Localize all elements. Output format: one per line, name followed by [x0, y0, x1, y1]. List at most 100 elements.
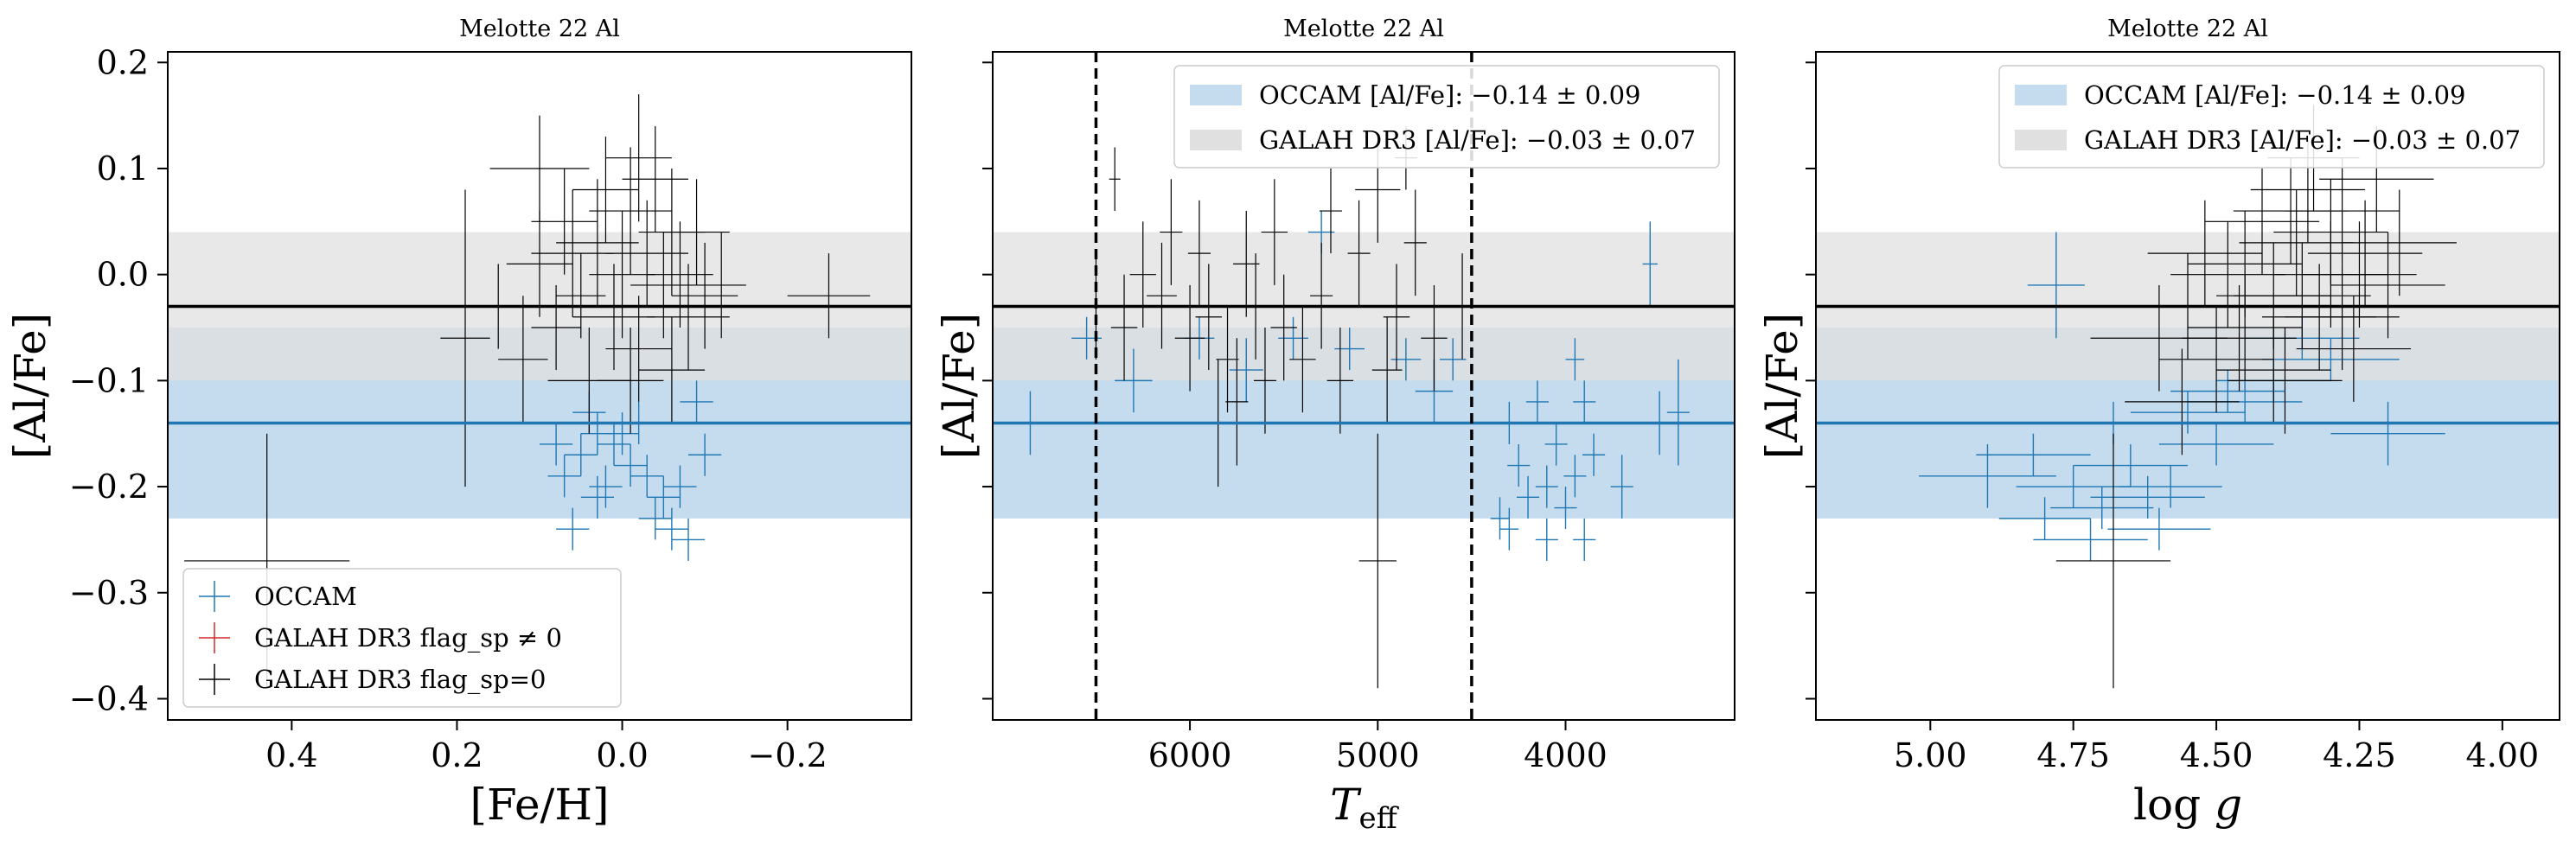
galah-errorbar-point — [2342, 189, 2457, 296]
panel-title: Melotte 22 Al — [1283, 16, 1444, 42]
occam-errorbar-point — [1490, 497, 1510, 540]
occam-errorbar-point — [1507, 443, 1531, 487]
y-axis-label: [Al/Fe] — [934, 313, 984, 460]
occam-errorbar-point — [1544, 423, 1568, 466]
occam-errorbar-point — [1565, 338, 1585, 381]
galah-errorbar-point — [531, 168, 598, 275]
galah-errorbar-point — [2228, 328, 2343, 434]
occam-errorbar-point — [1535, 518, 1558, 561]
x-tick-label: 0.2 — [431, 736, 483, 774]
galah-errorbar-point — [2147, 200, 2262, 307]
y-tick-label: −0.4 — [69, 679, 149, 717]
galah-errorbar-point — [638, 316, 706, 424]
occam-errorbar-point — [1439, 338, 1467, 381]
galah-errorbar-point — [1326, 328, 1354, 434]
galah-errorbar-point — [638, 168, 706, 296]
galah-errorbar-point — [1289, 306, 1316, 413]
occam-errorbar-point — [2130, 391, 2246, 434]
occam-errorbar-point — [680, 380, 713, 424]
y-tick-label: 0.2 — [97, 43, 149, 81]
galah-errorbar-point — [1253, 328, 1276, 434]
galah-errorbar-point — [647, 221, 713, 328]
occam-errorbar-point — [1573, 380, 1596, 424]
occam-errorbar-point — [2050, 487, 2154, 530]
occam-errorbar-point — [2090, 475, 2205, 519]
occam-errorbar-point — [655, 507, 688, 551]
y-tick-label: 0.1 — [97, 150, 149, 188]
occam-errorbar-point — [663, 465, 697, 508]
y-tick-label: −0.2 — [69, 468, 149, 506]
legend-entry-occam-marker — [199, 581, 230, 612]
occam-errorbar-point — [1525, 380, 1549, 424]
galah-errorbar-point — [787, 253, 871, 339]
y-tick-label: −0.3 — [69, 574, 149, 612]
galah-errorbar-point — [2330, 232, 2445, 339]
legend-entry-galah-marker — [199, 664, 230, 695]
x-axis-label: [Fe/H] — [470, 780, 609, 830]
galah-errorbar-point — [498, 296, 548, 424]
x-tick-label: 5.00 — [1894, 736, 1967, 774]
panel-title: Melotte 22 Al — [459, 16, 620, 42]
legend-entry-galah-patch — [1190, 130, 1242, 150]
galah-errorbar-point — [1129, 221, 1156, 328]
galah-errorbar-point — [671, 242, 738, 349]
occam-errorbar-point — [1499, 507, 1519, 551]
galah-errorbar-point — [589, 211, 655, 339]
occam-errorbar-point — [1582, 433, 1606, 476]
occam-errorbar-point — [605, 412, 639, 455]
panel-1: Melotte 22 Al 0.4 0.2 0.0 −0.2 −0.4 −0.3 −0.2 −0… — [5, 16, 912, 830]
occam-errorbar-point — [2016, 465, 2131, 508]
galah-errorbar-point — [2233, 242, 2371, 349]
legend-entry-galah-patch — [2015, 130, 2067, 150]
legend-entry-occam-patch — [2015, 85, 2067, 105]
occam-errorbar-point — [630, 455, 664, 498]
legend-entry-galah: GALAH DR3 [Al/Fe]: −0.03 ± 0.07 — [2084, 125, 2521, 155]
occam-errorbar-point — [2330, 401, 2445, 466]
panel-2: Melotte 22 Al 6000 5000 4000 [Al/Fe] OCCAM [A… — [934, 16, 1735, 774]
legend-entry-occam: OCCAM [Al/Fe]: −0.14 ± 0.09 — [2084, 80, 2466, 110]
occam-errorbar-point — [638, 497, 672, 540]
galah-errorbar-point — [531, 284, 581, 371]
galah-errorbar-point — [1261, 179, 1288, 285]
occam-errorbar-point — [1610, 455, 1633, 519]
galah-errorbar-point — [2239, 189, 2354, 296]
galah-errorbar-point — [2273, 179, 2388, 285]
occam-errorbar-point — [614, 443, 648, 487]
galah-errorbar-point — [506, 211, 573, 317]
y-tick-label: −0.1 — [69, 361, 149, 399]
axes-frame — [1815, 51, 2560, 721]
occam-errorbar-point — [1563, 455, 1587, 498]
x-tick-label: 4.75 — [2036, 736, 2110, 774]
galah-errorbar-point — [597, 328, 664, 434]
galah-errorbar-point — [2296, 296, 2411, 402]
galah-errorbar-point — [605, 94, 672, 222]
galah-errorbar-point — [572, 137, 639, 243]
galah-errorbar-point — [2204, 168, 2320, 275]
occam-errorbar-point — [1998, 497, 2091, 540]
galah-errorbar-point — [1310, 242, 1333, 349]
x-tick-label: 5000 — [1336, 736, 1420, 774]
panel-3: Melotte 22 Al 5.00 4.75 4.50 4.25 4.00 [Al/Fe]… — [1757, 16, 2560, 830]
galah-errorbar-point — [1147, 242, 1177, 349]
galah-errorbar-point — [440, 189, 490, 487]
galah-errorbar-point — [1195, 264, 1223, 371]
galah-errorbar-point — [1216, 306, 1239, 413]
galah-errorbar-point — [1319, 168, 1343, 254]
galah-errorbar-point — [2170, 221, 2285, 328]
galah-errorbar-point — [531, 189, 614, 317]
occam-errorbar-point — [2033, 518, 2148, 561]
legend-entry-galah: GALAH DR3 [Al/Fe]: −0.03 ± 0.07 — [1259, 125, 1696, 155]
galah-errorbar-point — [1358, 433, 1397, 689]
x-axis-label: Teff — [1330, 780, 1399, 836]
occam-errorbar-point — [589, 465, 623, 508]
occam-errorbar-point — [2027, 232, 2085, 339]
occam-errorbar-point — [597, 423, 631, 466]
x-tick-label: 4.50 — [2180, 736, 2253, 774]
panel-title: Melotte 22 Al — [2107, 16, 2268, 42]
galah-errorbar-point — [647, 264, 730, 371]
galah-errorbar-point — [622, 125, 688, 232]
legend-box — [1998, 65, 2545, 169]
galah-errorbar-point — [2158, 306, 2274, 413]
galah-errorbar-point — [1233, 211, 1260, 317]
